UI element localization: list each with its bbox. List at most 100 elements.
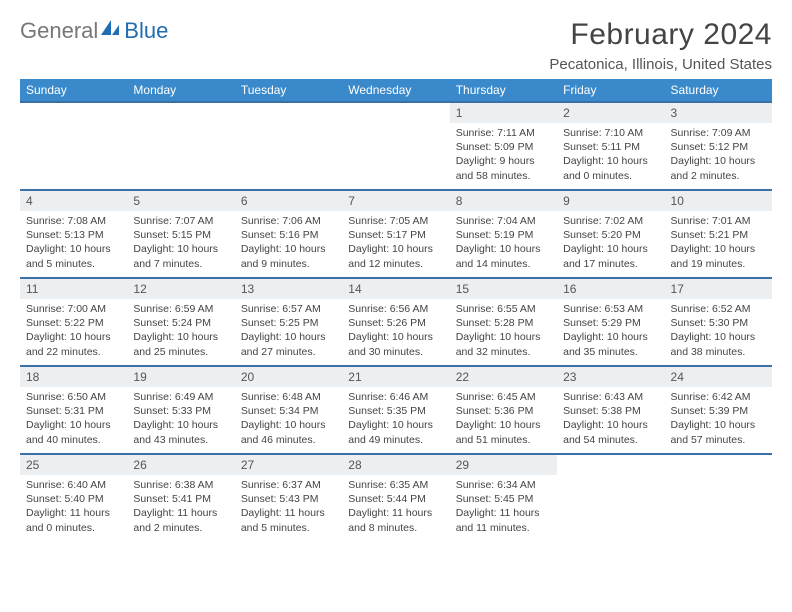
day-number: 2 [557, 103, 664, 123]
sunset-text: Sunset: 5:22 PM [26, 316, 121, 330]
daylight-text: Daylight: 10 hours and 35 minutes. [563, 330, 658, 358]
calendar-day: 9Sunrise: 7:02 AMSunset: 5:20 PMDaylight… [557, 190, 664, 278]
calendar-week: 1Sunrise: 7:11 AMSunset: 5:09 PMDaylight… [20, 102, 772, 190]
calendar-day: 25Sunrise: 6:40 AMSunset: 5:40 PMDayligh… [20, 454, 127, 542]
sunrise-text: Sunrise: 7:07 AM [133, 214, 228, 228]
sunset-text: Sunset: 5:16 PM [241, 228, 336, 242]
calendar-week: 11Sunrise: 7:00 AMSunset: 5:22 PMDayligh… [20, 278, 772, 366]
sunset-text: Sunset: 5:26 PM [348, 316, 443, 330]
daylight-text: Daylight: 10 hours and 30 minutes. [348, 330, 443, 358]
sunrise-text: Sunrise: 6:56 AM [348, 302, 443, 316]
day-number: 5 [127, 191, 234, 211]
sunrise-text: Sunrise: 6:34 AM [456, 478, 551, 492]
day-number: 15 [450, 279, 557, 299]
calendar-day: 19Sunrise: 6:49 AMSunset: 5:33 PMDayligh… [127, 366, 234, 454]
day-body: Sunrise: 6:55 AMSunset: 5:28 PMDaylight:… [450, 299, 557, 361]
brand-logo: General Blue [20, 18, 168, 44]
day-body: Sunrise: 7:05 AMSunset: 5:17 PMDaylight:… [342, 211, 449, 273]
sunset-text: Sunset: 5:44 PM [348, 492, 443, 506]
daylight-text: Daylight: 10 hours and 43 minutes. [133, 418, 228, 446]
location-text: Pecatonica, Illinois, United States [549, 56, 772, 73]
sunrise-text: Sunrise: 7:05 AM [348, 214, 443, 228]
calendar-week: 4Sunrise: 7:08 AMSunset: 5:13 PMDaylight… [20, 190, 772, 278]
daylight-text: Daylight: 11 hours and 5 minutes. [241, 506, 336, 534]
day-number: 24 [665, 367, 772, 387]
daylight-text: Daylight: 10 hours and 38 minutes. [671, 330, 766, 358]
day-body: Sunrise: 7:01 AMSunset: 5:21 PMDaylight:… [665, 211, 772, 273]
sunrise-text: Sunrise: 7:01 AM [671, 214, 766, 228]
sunrise-text: Sunrise: 7:04 AM [456, 214, 551, 228]
calendar-day: 22Sunrise: 6:45 AMSunset: 5:36 PMDayligh… [450, 366, 557, 454]
sunset-text: Sunset: 5:29 PM [563, 316, 658, 330]
sunset-text: Sunset: 5:45 PM [456, 492, 551, 506]
calendar-day: 28Sunrise: 6:35 AMSunset: 5:44 PMDayligh… [342, 454, 449, 542]
daylight-text: Daylight: 10 hours and 14 minutes. [456, 242, 551, 270]
daylight-text: Daylight: 10 hours and 2 minutes. [671, 154, 766, 182]
day-number: 8 [450, 191, 557, 211]
day-body: Sunrise: 6:57 AMSunset: 5:25 PMDaylight:… [235, 299, 342, 361]
sunset-text: Sunset: 5:21 PM [671, 228, 766, 242]
sunset-text: Sunset: 5:34 PM [241, 404, 336, 418]
calendar-day: 4Sunrise: 7:08 AMSunset: 5:13 PMDaylight… [20, 190, 127, 278]
sunset-text: Sunset: 5:39 PM [671, 404, 766, 418]
day-body: Sunrise: 7:09 AMSunset: 5:12 PMDaylight:… [665, 123, 772, 185]
weekday-header: Friday [557, 79, 664, 102]
day-body: Sunrise: 6:48 AMSunset: 5:34 PMDaylight:… [235, 387, 342, 449]
calendar-day: 23Sunrise: 6:43 AMSunset: 5:38 PMDayligh… [557, 366, 664, 454]
sunset-text: Sunset: 5:43 PM [241, 492, 336, 506]
sunrise-text: Sunrise: 6:53 AM [563, 302, 658, 316]
weekday-header: Wednesday [342, 79, 449, 102]
calendar-day [235, 102, 342, 190]
calendar-day [20, 102, 127, 190]
day-body: Sunrise: 6:56 AMSunset: 5:26 PMDaylight:… [342, 299, 449, 361]
calendar-day: 12Sunrise: 6:59 AMSunset: 5:24 PMDayligh… [127, 278, 234, 366]
day-body: Sunrise: 6:45 AMSunset: 5:36 PMDaylight:… [450, 387, 557, 449]
sunrise-text: Sunrise: 7:09 AM [671, 126, 766, 140]
calendar-head: SundayMondayTuesdayWednesdayThursdayFrid… [20, 79, 772, 102]
weekday-header: Monday [127, 79, 234, 102]
daylight-text: Daylight: 11 hours and 11 minutes. [456, 506, 551, 534]
day-body: Sunrise: 7:02 AMSunset: 5:20 PMDaylight:… [557, 211, 664, 273]
daylight-text: Daylight: 10 hours and 19 minutes. [671, 242, 766, 270]
calendar-body: 1Sunrise: 7:11 AMSunset: 5:09 PMDaylight… [20, 102, 772, 542]
brand-general: General [20, 18, 98, 44]
calendar-week: 18Sunrise: 6:50 AMSunset: 5:31 PMDayligh… [20, 366, 772, 454]
day-number: 18 [20, 367, 127, 387]
day-body: Sunrise: 6:40 AMSunset: 5:40 PMDaylight:… [20, 475, 127, 537]
day-number: 19 [127, 367, 234, 387]
title-block: February 2024 Pecatonica, Illinois, Unit… [549, 18, 772, 73]
day-body: Sunrise: 6:37 AMSunset: 5:43 PMDaylight:… [235, 475, 342, 537]
calendar-day: 14Sunrise: 6:56 AMSunset: 5:26 PMDayligh… [342, 278, 449, 366]
calendar-day: 5Sunrise: 7:07 AMSunset: 5:15 PMDaylight… [127, 190, 234, 278]
daylight-text: Daylight: 10 hours and 27 minutes. [241, 330, 336, 358]
sunrise-text: Sunrise: 6:45 AM [456, 390, 551, 404]
day-number: 14 [342, 279, 449, 299]
day-number: 16 [557, 279, 664, 299]
sunset-text: Sunset: 5:38 PM [563, 404, 658, 418]
calendar-day: 15Sunrise: 6:55 AMSunset: 5:28 PMDayligh… [450, 278, 557, 366]
sunrise-text: Sunrise: 6:37 AM [241, 478, 336, 492]
day-number: 21 [342, 367, 449, 387]
sunrise-text: Sunrise: 6:50 AM [26, 390, 121, 404]
day-number: 4 [20, 191, 127, 211]
calendar-table: SundayMondayTuesdayWednesdayThursdayFrid… [20, 79, 772, 542]
sunrise-text: Sunrise: 6:35 AM [348, 478, 443, 492]
calendar-day: 27Sunrise: 6:37 AMSunset: 5:43 PMDayligh… [235, 454, 342, 542]
daylight-text: Daylight: 10 hours and 9 minutes. [241, 242, 336, 270]
sunrise-text: Sunrise: 6:52 AM [671, 302, 766, 316]
sunrise-text: Sunrise: 6:57 AM [241, 302, 336, 316]
weekday-header: Tuesday [235, 79, 342, 102]
daylight-text: Daylight: 10 hours and 25 minutes. [133, 330, 228, 358]
day-body: Sunrise: 7:06 AMSunset: 5:16 PMDaylight:… [235, 211, 342, 273]
day-body: Sunrise: 6:49 AMSunset: 5:33 PMDaylight:… [127, 387, 234, 449]
sunset-text: Sunset: 5:33 PM [133, 404, 228, 418]
day-body: Sunrise: 7:11 AMSunset: 5:09 PMDaylight:… [450, 123, 557, 185]
daylight-text: Daylight: 10 hours and 22 minutes. [26, 330, 121, 358]
daylight-text: Daylight: 10 hours and 5 minutes. [26, 242, 121, 270]
sunrise-text: Sunrise: 6:43 AM [563, 390, 658, 404]
calendar-day: 29Sunrise: 6:34 AMSunset: 5:45 PMDayligh… [450, 454, 557, 542]
day-body: Sunrise: 7:10 AMSunset: 5:11 PMDaylight:… [557, 123, 664, 185]
daylight-text: Daylight: 11 hours and 8 minutes. [348, 506, 443, 534]
daylight-text: Daylight: 10 hours and 12 minutes. [348, 242, 443, 270]
calendar-day [342, 102, 449, 190]
